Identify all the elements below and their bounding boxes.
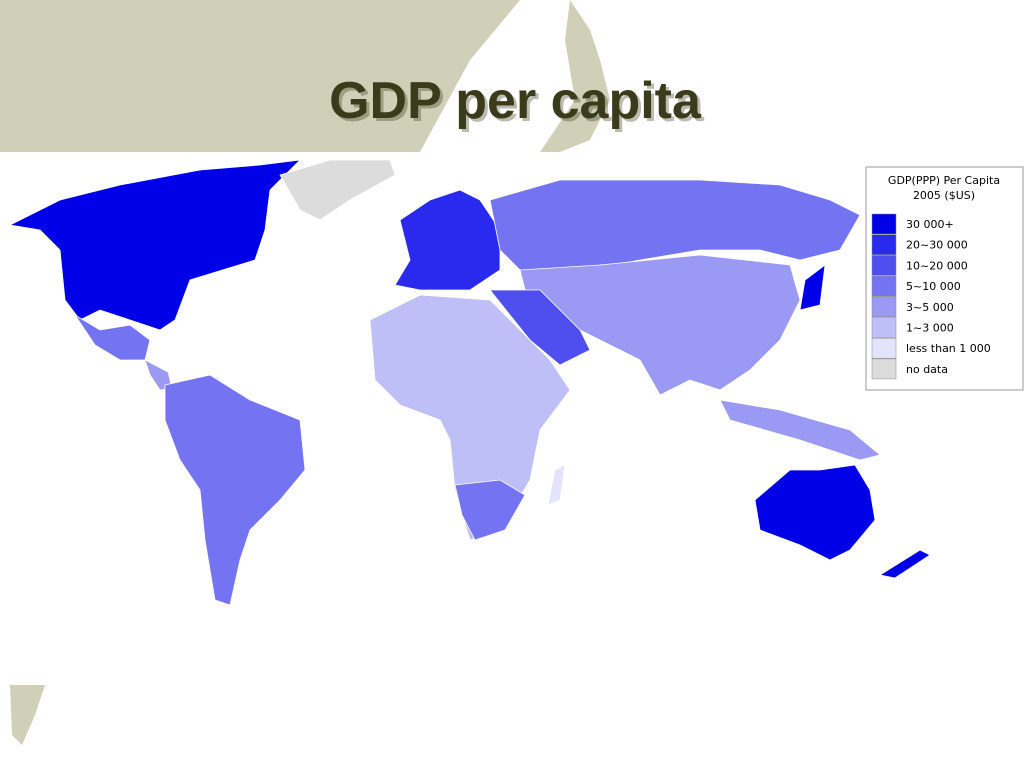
south-america (164, 374, 306, 606)
mexico (74, 314, 151, 361)
legend-swatch (871, 317, 897, 338)
japan (799, 264, 826, 311)
new-zealand (878, 549, 931, 579)
world-map (8, 159, 931, 606)
title: GDP per capita (329, 72, 702, 130)
legend-title: 2005 ($US) (913, 189, 975, 202)
legend-label: 3~5 000 (906, 301, 954, 314)
legend-label: less than 1 000 (906, 342, 991, 355)
title-shadow: GDP per capita (332, 75, 705, 133)
legend-swatch (871, 213, 897, 235)
decor-shape (0, 0, 520, 152)
legend-swatch (871, 255, 897, 276)
legend-swatch (871, 337, 897, 359)
madagascar (547, 464, 566, 506)
legend-label: no data (906, 363, 948, 376)
legend-title: GDP(PPP) Per Capita (888, 174, 1000, 187)
legend-label: 10~20 000 (906, 259, 968, 272)
southern-africa (454, 479, 526, 541)
greenland (279, 159, 396, 221)
legend-swatch (871, 234, 897, 255)
legend: GDP(PPP) Per Capita 2005 ($US) 30 000+ 20~3… (865, 166, 1024, 391)
decor-shape (540, 0, 610, 152)
legend-swatch (871, 358, 897, 380)
europe (394, 189, 501, 291)
legend-label: 30 000+ (906, 218, 954, 231)
decor-shape (10, 685, 45, 745)
australia (754, 464, 876, 561)
legend-swatch (871, 296, 897, 318)
legend-label: 20~30 000 (906, 239, 968, 252)
legend-label: 5~10 000 (906, 280, 961, 293)
legend-swatch (871, 275, 897, 297)
southeast-asia-islands (719, 399, 881, 461)
legend-label: 1~3 000 (906, 322, 954, 335)
north-america (8, 159, 302, 331)
